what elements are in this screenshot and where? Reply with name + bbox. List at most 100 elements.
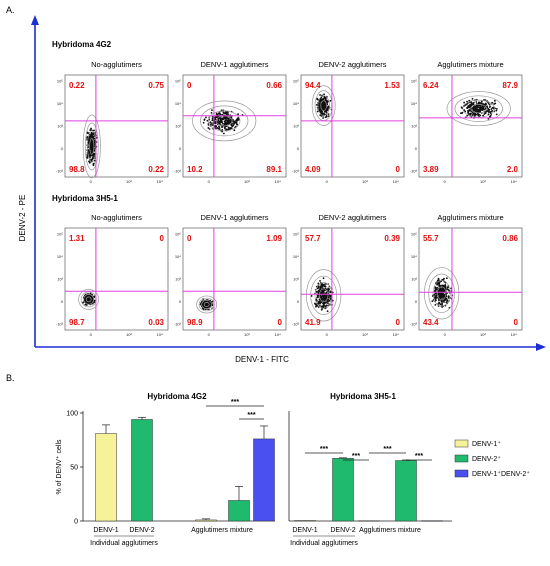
flow-plot-title: DENV-1 agglutimers xyxy=(201,60,269,69)
flow-plot-frame xyxy=(300,227,405,331)
legend-label: DENV-1⁺DENV-2⁺ xyxy=(472,470,530,478)
quadrant-ll-value: 98.7 xyxy=(69,318,85,327)
y-tick-label: 10³ xyxy=(293,124,299,129)
significance-label: *** xyxy=(383,446,391,453)
x-tick-label: 0 xyxy=(444,179,447,184)
legend-swatch xyxy=(454,439,469,448)
significance-label: *** xyxy=(247,412,255,419)
y-axis-arrowhead xyxy=(31,15,39,25)
y-tick-label: 10³ xyxy=(57,124,63,129)
y-tick-label: 10⁴ xyxy=(175,101,181,106)
bar-3 xyxy=(395,460,417,522)
event-cloud xyxy=(196,295,218,314)
quadrant-lr-value: 0.03 xyxy=(148,318,164,327)
category-label: DENV-2 xyxy=(330,527,355,534)
y-tick-label: 100 xyxy=(66,411,78,418)
quadrant-ul-value: 0 xyxy=(187,234,192,243)
x-tick-label: 0 xyxy=(326,332,329,337)
y-tick-label: 10⁴ xyxy=(411,254,417,259)
y-tick-label: 10³ xyxy=(175,124,181,129)
x-tick-label: 10³ xyxy=(244,179,250,184)
x-tick-label: 10⁴ xyxy=(157,179,163,184)
x-tick-label: 10³ xyxy=(126,332,132,337)
x-tick-label: 0 xyxy=(208,179,211,184)
quadrant-ul-value: 1.31 xyxy=(69,234,85,243)
panel-a-axes xyxy=(31,15,546,351)
y-tick-label: -10³ xyxy=(56,169,64,174)
y-tick-label: 0 xyxy=(61,146,64,151)
group-label: Individual agglutimers xyxy=(290,540,358,547)
x-tick-label: 10³ xyxy=(362,332,368,337)
flow-plot-0-1: DENV-1 agglutimers 10⁵ 10⁴ 10³ 0 -10³ 0 10³ 10⁴ 0… xyxy=(174,60,287,184)
significance-label: *** xyxy=(415,453,423,460)
flow-plot-0-2: DENV-2 agglutimers 10⁵ 10⁴ 10³ 0 -10³ 0 10³ 10⁴ 9… xyxy=(292,60,405,184)
legend-label: DENV-1⁺ xyxy=(472,440,501,448)
y-axis-label: % of DENV⁺ cells xyxy=(55,439,63,495)
quadrant-ul-value: 55.7 xyxy=(423,234,439,243)
flow-plot-title: DENV-2 agglutimers xyxy=(319,213,387,222)
quadrant-ul-value: 57.7 xyxy=(305,234,321,243)
panel-b-letter: B. xyxy=(6,373,15,383)
event-cloud xyxy=(78,289,100,310)
flow-plot-0-0: No-agglutimers 10⁵ 10⁴ 10³ 0 -10³ 0 10³ 10⁴ 0.22 0… xyxy=(56,60,169,184)
bar-chart-1: Hybridoma 3H5-1 DENV-1 DENV-2 Agglutimers m… xyxy=(288,392,452,547)
y-tick-label: 10⁵ xyxy=(57,79,63,84)
quadrant-ll-value: 4.09 xyxy=(305,165,321,174)
quadrant-ul-value: 6.24 xyxy=(423,81,439,90)
x-axis-label: DENV-1 - FITC xyxy=(235,355,289,364)
y-tick-label: 0 xyxy=(74,519,78,526)
quadrant-ur-value: 0.66 xyxy=(266,81,282,90)
quadrant-ll-value: 98.8 xyxy=(69,165,85,174)
y-tick-label: 10⁴ xyxy=(57,101,63,106)
quadrant-ur-value: 0.75 xyxy=(148,81,164,90)
y-tick-label: -10³ xyxy=(56,322,64,327)
quadrant-lr-value: 0 xyxy=(278,318,283,327)
x-tick-label: 0 xyxy=(90,332,93,337)
bar-4 xyxy=(421,520,443,522)
legend: DENV-1⁺DENV-2⁺DENV-1⁺DENV-2⁺ xyxy=(454,439,530,478)
x-tick-label: 10⁴ xyxy=(393,179,399,184)
quadrant-ur-value: 1.53 xyxy=(384,81,400,90)
y-tick-label: 0 xyxy=(415,146,418,151)
quadrant-lr-value: 0 xyxy=(514,318,519,327)
y-tick-label: 0 xyxy=(61,299,64,304)
y-tick-label: -10³ xyxy=(410,322,418,327)
y-axis-label: DENV-2 - PE xyxy=(18,195,27,242)
quadrant-ur-value: 0.86 xyxy=(502,234,518,243)
x-tick-label: 10³ xyxy=(244,332,250,337)
y-tick-label: 10⁵ xyxy=(175,79,181,84)
quadrant-ul-value: 0.22 xyxy=(69,81,85,90)
flow-plot-1-1: DENV-1 agglutimers 10⁵ 10⁴ 10³ 0 -10³ 0 10³ 10⁴ 0… xyxy=(174,213,287,337)
y-tick-label: 10⁴ xyxy=(293,254,299,259)
bar-charts: Hybridoma 4G2 0 50 100 % of DENV⁺ cells DENV-… xyxy=(55,392,452,547)
quadrant-ll-value: 98.9 xyxy=(187,318,203,327)
significance-label: *** xyxy=(231,399,239,406)
x-tick-label: 10⁴ xyxy=(393,332,399,337)
flow-plot-frame xyxy=(64,227,169,331)
x-tick-label: 10⁴ xyxy=(511,332,517,337)
x-tick-label: 10⁴ xyxy=(275,179,281,184)
flow-plot-1-2: DENV-2 agglutimers 10⁵ 10⁴ 10³ 0 -10³ 0 10³ 10⁴ 5… xyxy=(292,213,405,337)
x-tick-label: 10⁴ xyxy=(275,332,281,337)
flow-plot-title: No-agglutimers xyxy=(91,60,142,69)
y-tick-label: 10⁴ xyxy=(293,101,299,106)
flow-plot-1-3: Agglutimers mixture 10⁵ 10⁴ 10³ 0 -10³ 0 10³ 10⁴… xyxy=(410,213,523,337)
bar-1 xyxy=(332,458,354,522)
x-tick-label: 10³ xyxy=(480,179,486,184)
y-tick-label: 10⁵ xyxy=(293,79,299,84)
x-tick-label: 10⁴ xyxy=(511,179,517,184)
x-tick-label: 0 xyxy=(90,179,93,184)
category-label: Agglutimers mixture xyxy=(359,527,421,534)
quadrant-ur-value: 0 xyxy=(160,234,165,243)
bar-4 xyxy=(253,438,275,522)
flow-plot-frame xyxy=(300,74,405,178)
y-tick-label: 0 xyxy=(415,299,418,304)
quadrant-ll-value: 3.89 xyxy=(423,165,439,174)
significance-marks-0: *** *** xyxy=(206,399,264,420)
y-tick-label: 50 xyxy=(70,465,78,472)
quadrant-ul-value: 94.4 xyxy=(305,81,321,90)
y-tick-label: 0 xyxy=(179,146,182,151)
significance-marks-1: *** *** *** *** xyxy=(305,446,432,461)
flow-plot-frame xyxy=(182,227,287,331)
